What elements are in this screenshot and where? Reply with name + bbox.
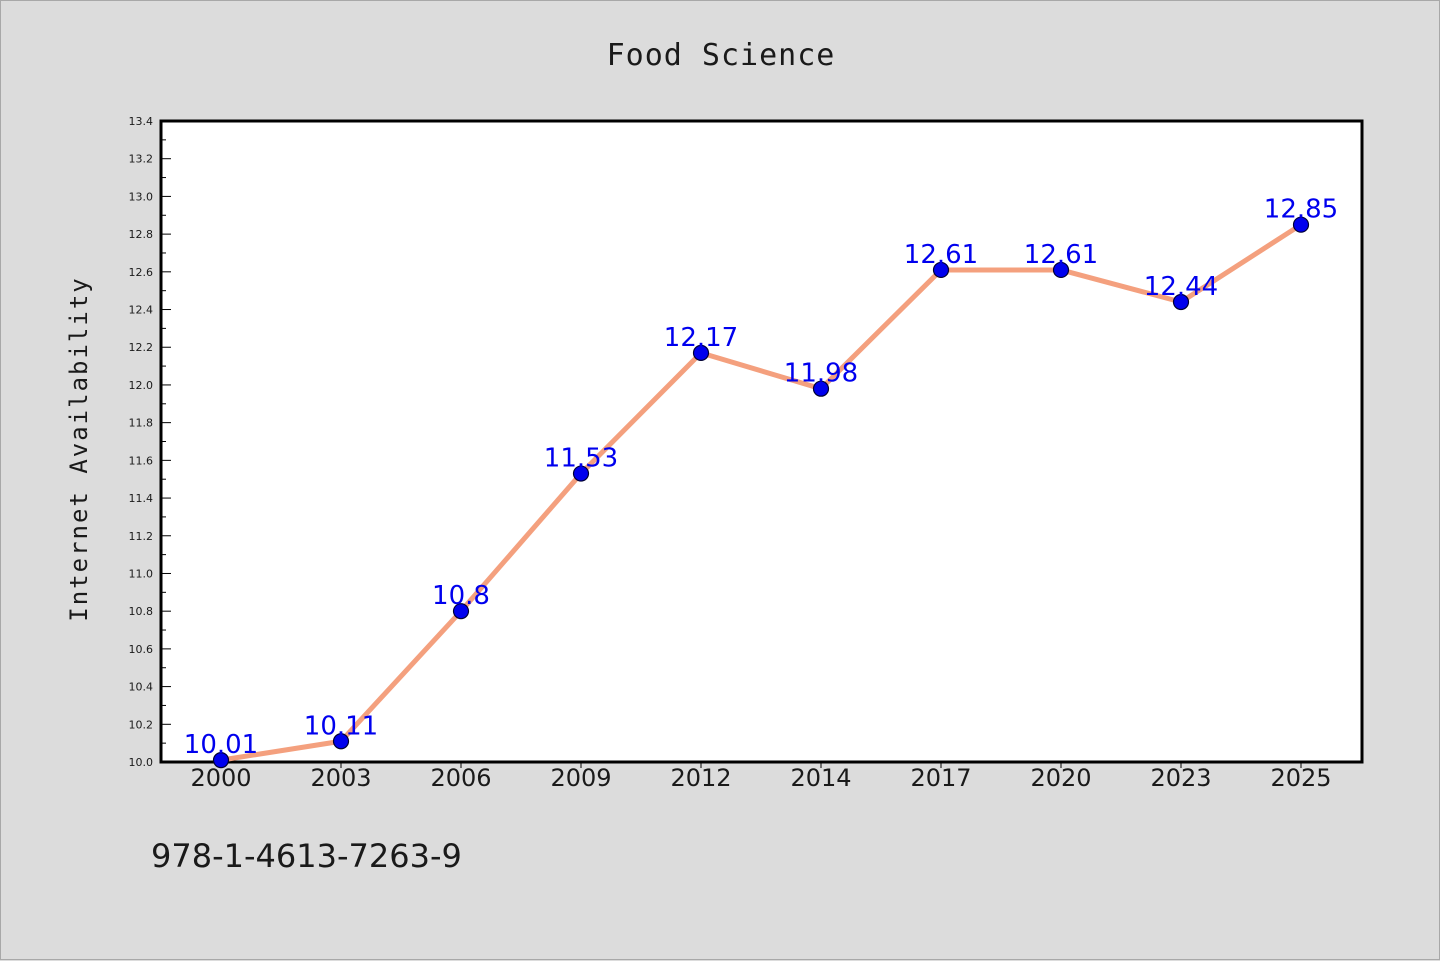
plot-area bbox=[159, 119, 1364, 764]
data-label: 12.61 bbox=[1024, 240, 1098, 270]
data-label: 10.01 bbox=[184, 730, 258, 760]
y-tick-label: 13.0 bbox=[129, 190, 154, 203]
x-tick-label: 2000 bbox=[190, 764, 251, 792]
y-tick-label: 12.4 bbox=[129, 304, 154, 317]
x-tick-label: 2014 bbox=[790, 764, 851, 792]
y-tick-label: 11.8 bbox=[129, 417, 154, 430]
y-tick-label: 13.2 bbox=[129, 153, 154, 166]
data-label: 12.17 bbox=[664, 323, 738, 353]
x-tick-label: 2003 bbox=[310, 764, 371, 792]
data-point bbox=[452, 603, 470, 620]
chart-title: Food Science bbox=[607, 38, 836, 73]
data-point bbox=[692, 344, 710, 361]
data-label: 12.85 bbox=[1264, 195, 1338, 225]
y-axis: 10.0 10.2 10.4 10.6 10.8 11.0 11.2 11.4 11.6 11.8… bbox=[129, 115, 171, 769]
series-line bbox=[218, 222, 1304, 763]
x-tick-label: 2017 bbox=[910, 764, 971, 792]
y-tick-label: 10.8 bbox=[129, 605, 154, 618]
x-tick-label: 2006 bbox=[430, 764, 491, 792]
series-line-group bbox=[218, 222, 1304, 763]
data-point bbox=[932, 261, 950, 279]
data-point bbox=[1172, 293, 1190, 311]
y-tick-label: 11.2 bbox=[129, 530, 154, 543]
y-tick-label: 12.6 bbox=[129, 266, 154, 279]
y-tick-label: 12.0 bbox=[129, 379, 154, 392]
x-tick-label: 2012 bbox=[670, 764, 731, 792]
data-point bbox=[1292, 216, 1310, 233]
y-tick-label: 13.4 bbox=[129, 115, 154, 128]
data-point bbox=[572, 465, 590, 482]
data-label: 10.8 bbox=[432, 581, 490, 611]
y-tick-label: 10.4 bbox=[129, 681, 154, 694]
y-tick-label: 12.8 bbox=[129, 228, 154, 241]
x-tick-label: 2009 bbox=[550, 764, 611, 792]
data-point bbox=[812, 380, 830, 397]
data-point bbox=[1052, 261, 1070, 279]
x-axis: 2000 2003 2006 2009 2012 2014 2017 2020 2023 2025 bbox=[190, 762, 1332, 792]
y-tick-label: 11.0 bbox=[129, 567, 154, 580]
y-tick-label: 10.0 bbox=[129, 756, 154, 769]
y-axis-label: Internet Availability bbox=[65, 276, 93, 621]
y-tick-label: 12.2 bbox=[129, 341, 154, 354]
data-label: 11.53 bbox=[544, 444, 618, 474]
y-tick-label: 10.2 bbox=[129, 718, 154, 731]
data-label: 12.61 bbox=[904, 240, 978, 270]
data-point bbox=[332, 733, 350, 750]
data-label: 11.98 bbox=[784, 359, 858, 389]
data-label: 12.44 bbox=[1144, 272, 1218, 302]
x-tick-label: 2025 bbox=[1270, 764, 1331, 792]
x-tick-label: 2023 bbox=[1150, 764, 1211, 792]
y-tick-label: 11.4 bbox=[129, 492, 154, 505]
data-label: 10.11 bbox=[304, 711, 378, 741]
series-points-group bbox=[212, 216, 1310, 769]
data-point bbox=[212, 752, 230, 769]
footer-code: 978-1-4613-7263-9 bbox=[151, 837, 462, 875]
y-tick-label: 11.6 bbox=[129, 454, 154, 467]
data-labels-group: 10.01 10.11 10.8 11.53 12.17 11.98 12.61 12.61 1… bbox=[184, 195, 1338, 760]
y-tick-label: 10.6 bbox=[129, 643, 154, 656]
x-tick-label: 2020 bbox=[1030, 764, 1091, 792]
